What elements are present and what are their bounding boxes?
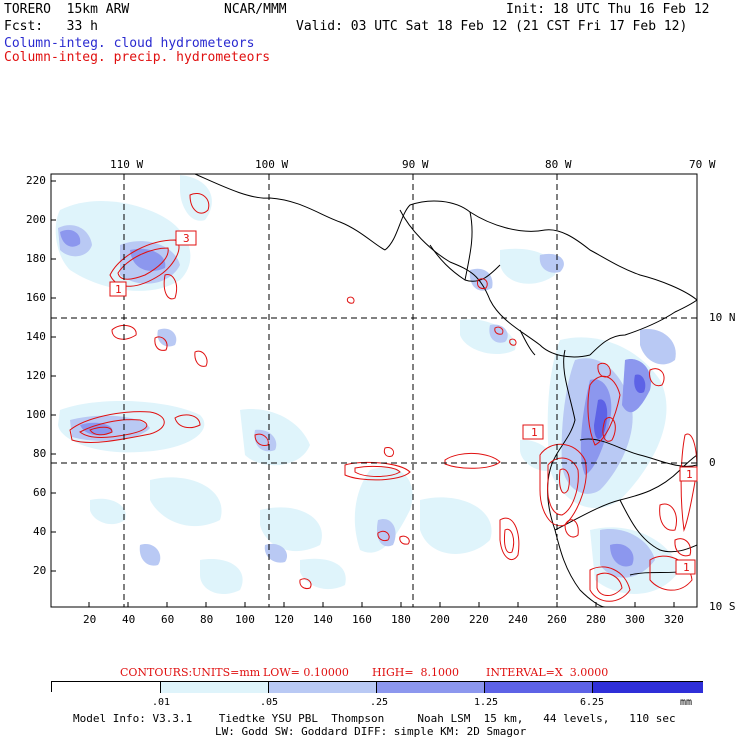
legend-tick: .01: [152, 697, 171, 708]
contour-label: 1: [531, 426, 538, 439]
legend-bin: [592, 682, 703, 693]
y-tick-label: 100: [26, 408, 46, 421]
legend-tick: 6.25: [580, 697, 605, 708]
x-tick-label: 300: [625, 613, 645, 626]
x-tick-label: 220: [469, 613, 489, 626]
legend-tick: 1.25: [474, 697, 499, 708]
legend-bin: [160, 682, 269, 693]
x-tick-label: 40: [122, 613, 136, 626]
x-tick-label: 100: [235, 613, 255, 626]
legend-tick: .25: [370, 697, 389, 708]
forecast-hour: Fcst: 33 h: [4, 19, 98, 34]
x-tick-label: 320: [664, 613, 684, 626]
org-label: NCAR/MMM: [224, 2, 287, 17]
color-legend: [51, 681, 703, 693]
contours-low: LOW= 0.10000: [263, 666, 349, 679]
legend-bin: [484, 682, 593, 693]
x-tick-label: 240: [508, 613, 528, 626]
contours-label: CONTOURS:: [120, 666, 193, 679]
lon-label: 80 W: [545, 158, 572, 171]
contour-label: 1: [686, 468, 693, 481]
x-tick-label: 80: [200, 613, 214, 626]
legend-bin: [376, 682, 485, 693]
contours-units: UNITS=mm: [192, 666, 261, 679]
contour-label: 1: [115, 283, 122, 296]
y-tick-label: 180: [26, 252, 46, 265]
x-tick-label: 60: [161, 613, 175, 626]
lat-label: 0: [709, 456, 716, 469]
y-tick-label: 200: [26, 213, 46, 226]
x-tick-label: 280: [586, 613, 606, 626]
legend-tick: .05: [260, 697, 279, 708]
contours-interval: INTERVAL=X 3.0000: [486, 666, 609, 679]
y-tick-label: 40: [33, 525, 47, 538]
model-info: Model Info: V3.3.1 Tiedtke YSU PBL Thomp…: [73, 712, 676, 725]
x-tick-label: 120: [274, 613, 294, 626]
y-tick-label: 160: [26, 291, 46, 304]
y-tick-label: 220: [26, 174, 46, 187]
contour-label-boxes: [109, 230, 698, 575]
coastlines: [194, 174, 697, 607]
lon-label: 70 W: [689, 158, 716, 171]
plot-frame: [50, 173, 698, 608]
valid-time: Valid: 03 UTC Sat 18 Feb 12 (21 CST Fri …: [296, 19, 688, 34]
lon-label: 110 W: [110, 158, 144, 171]
x-tick-label: 160: [352, 613, 372, 626]
x-tick-label: 180: [391, 613, 411, 626]
cloud-hydrometeor-shading: [55, 175, 680, 595]
lat-label: 10 N: [709, 311, 736, 324]
run-name: TORERO 15km ARW: [4, 2, 130, 17]
lon-label: 90 W: [402, 158, 429, 171]
legend-units: mm: [680, 697, 693, 708]
lon-label: 100 W: [255, 158, 289, 171]
latlon-grid: [51, 174, 697, 607]
y-tick-label: 20: [33, 564, 47, 577]
x-tick-label: 140: [313, 613, 333, 626]
axis-ticks: [51, 180, 675, 607]
legend-bin: [268, 682, 377, 693]
lat-label: 10 S: [709, 600, 736, 613]
contours-high: HIGH= 8.1000: [372, 666, 460, 679]
x-tick-label: 20: [83, 613, 97, 626]
contour-label: 3: [183, 232, 190, 245]
x-tick-label: 200: [430, 613, 450, 626]
field-title-cloud: Column-integ. cloud hydrometeors: [4, 36, 255, 51]
y-tick-label: 60: [33, 486, 47, 499]
model-physics: LW: Godd SW: Goddard DIFF: simple KM: 2D…: [215, 725, 527, 738]
contour-label: 1: [683, 561, 690, 574]
init-time: Init: 18 UTC Thu 16 Feb 12: [506, 2, 710, 17]
x-tick-label: 260: [547, 613, 567, 626]
field-title-precip: Column-integ. precip. hydrometeors: [4, 50, 271, 65]
y-tick-label: 140: [26, 330, 46, 343]
y-tick-label: 120: [26, 369, 46, 382]
y-tick-label: 80: [33, 447, 47, 460]
legend-bin: [52, 682, 160, 693]
